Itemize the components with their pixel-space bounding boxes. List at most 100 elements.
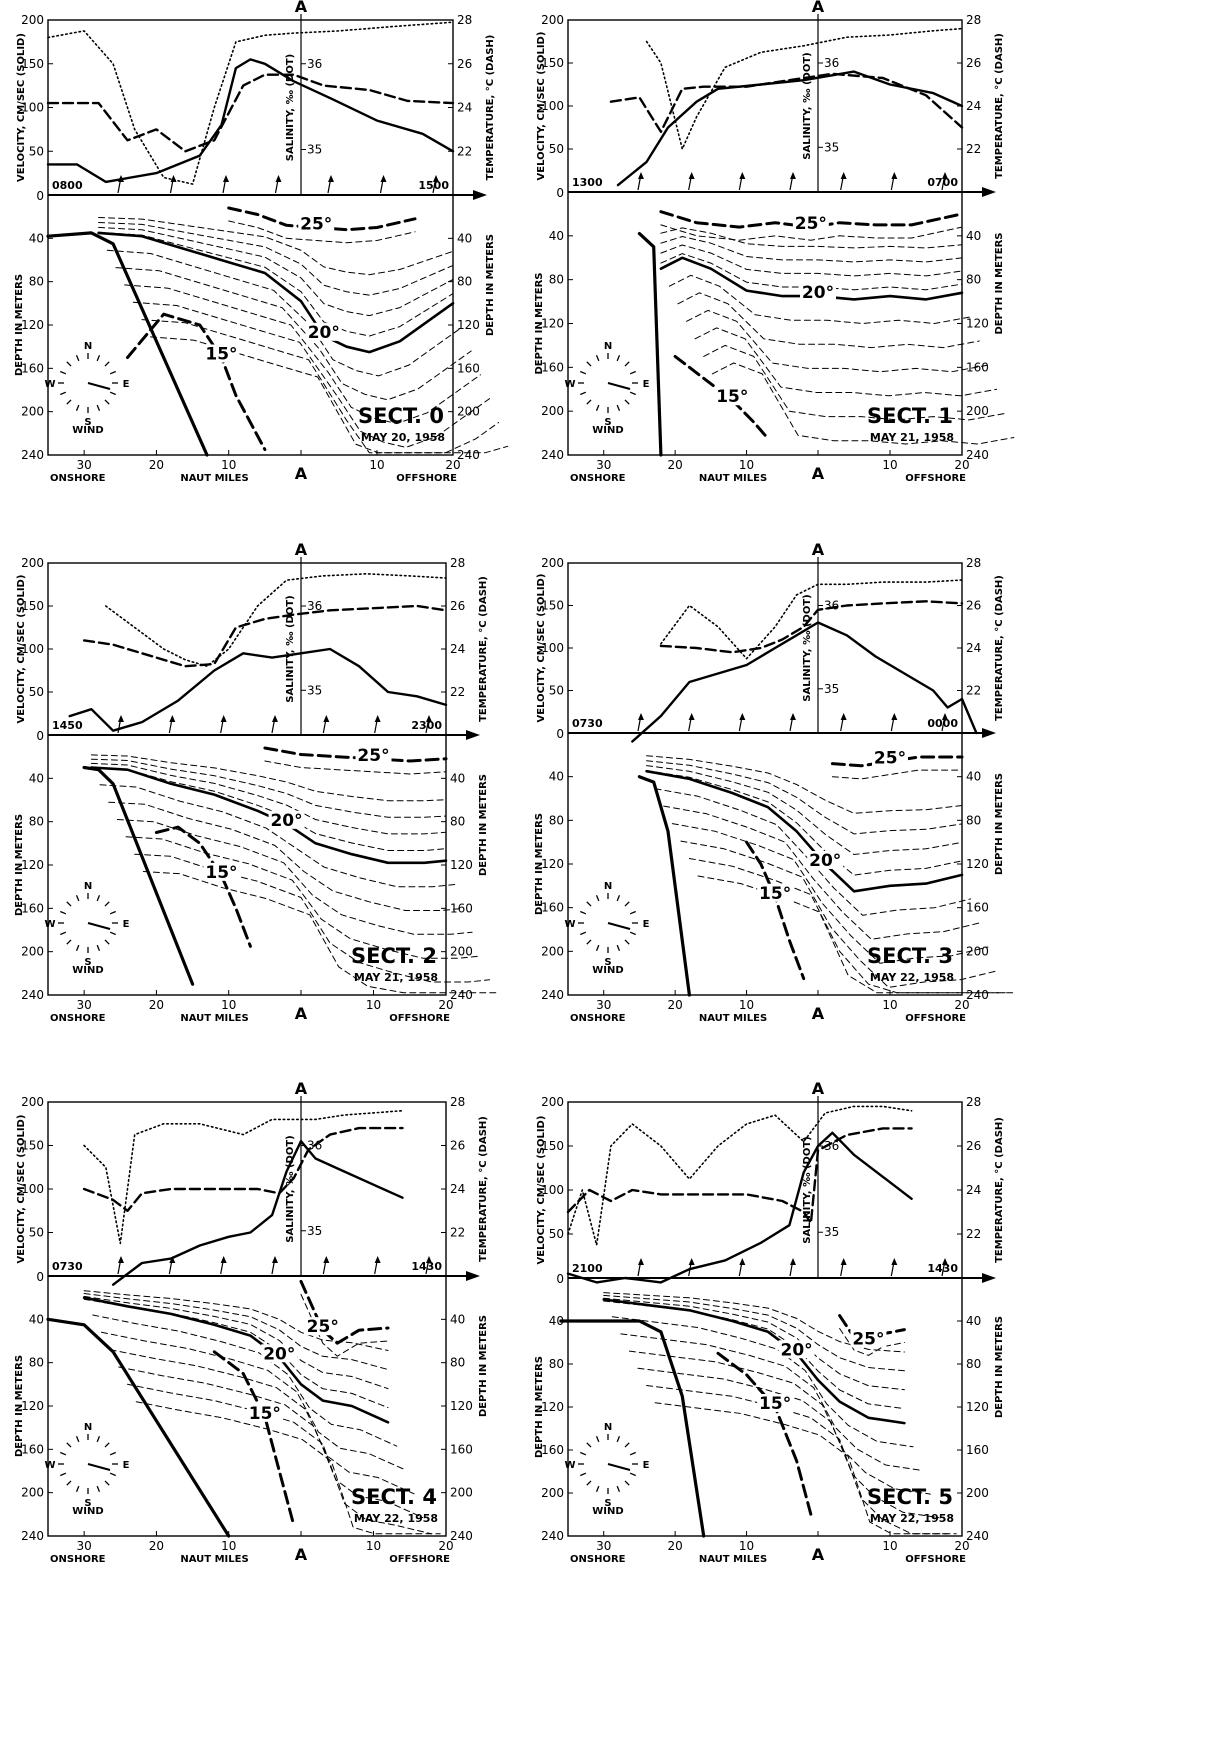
temperature-tick-label: 24 [966,1183,981,1197]
distance-tick-label: 10 [882,458,897,472]
distance-tick-label: 20 [445,458,460,472]
compass-tick [595,944,600,951]
wind-arrow-head [739,172,746,179]
compass-tick [629,1451,636,1456]
isotherm-thin-upper [660,244,963,277]
temperature-tick-label: 26 [966,599,981,613]
isotherm-15-deg [212,1350,296,1527]
compass-tick [580,1472,587,1477]
compass-tick [109,370,116,375]
compass-tick [624,399,630,405]
wind-vector [87,382,111,390]
depth-tick-label-right: 160 [457,361,480,375]
velocity-tick-label: 50 [549,1227,564,1241]
wind-arrow-head [891,713,898,720]
compass-tick [60,1472,67,1477]
distance-tick-label: 20 [149,1539,164,1553]
salinity-axis-title: SALINITY, ‰ (DOT) [285,54,296,161]
sea-bottom-profile [637,775,692,997]
wind-arrow-head [374,1256,381,1263]
velocity-tick-label: 200 [21,556,44,570]
depth-tick-label-right: 80 [966,273,981,287]
compass-tick [629,370,636,375]
section-title: SECT. 0 [358,404,444,428]
isotherm-thin-lower [611,1316,914,1448]
temperature-tick-label: 24 [457,101,472,115]
wind-arrow-head [942,713,948,720]
velocity-tick-label: 50 [549,142,564,156]
compass-tick [595,355,600,362]
wind-arrow-head [118,715,124,722]
compass-letter: E [643,379,650,390]
isotherm-label-bg [203,344,240,363]
wind-arrow-head [220,1256,227,1263]
compass-tick [104,901,110,907]
wind-arrow-head [942,172,948,179]
isotherm-thin-surface [300,1293,389,1357]
depth-tick-label-right: 80 [966,1357,981,1371]
isotherm-thin-upper [90,762,447,835]
depth-tick-label-left: 80 [29,815,44,829]
compass-letter: E [643,1460,650,1471]
distance-tick-label: 20 [954,998,969,1012]
panel-frame [47,562,447,996]
compass-tick [629,910,636,915]
compass-letter: E [123,919,130,930]
depth-tick-label-left: 240 [21,448,44,462]
compass-tick [75,1436,80,1443]
isotherm-thin-lower [142,871,499,994]
isotherm-thin-surface [839,1328,905,1356]
depth-tick-label-right: 120 [450,1399,473,1413]
compass-tick [104,1442,110,1448]
distance-tick-label: 20 [438,1539,453,1553]
salinity-tick-label: 35 [824,140,839,154]
start-time-label: 0800 [52,179,83,192]
isotherm-thin-upper [603,1294,905,1372]
depth-tick-label-left: 40 [29,231,44,245]
series-salinity [660,579,963,660]
wind-arrow-head [272,715,278,722]
depth-tick-label-left: 40 [29,771,44,785]
distance-tick-label: 20 [438,998,453,1012]
depth-axis-title-right: DEPTH IN METERS [994,1316,1005,1418]
velocity-tick-label: 50 [29,144,44,158]
isotherm-thin-lower [118,1366,424,1519]
compass-letter: S [604,957,611,968]
compass-letter: W [564,379,575,390]
isotherm-label: 20° [263,1344,295,1364]
distance-tick-label: 30 [596,998,611,1012]
compass-tick [586,1442,592,1448]
compass-tick [595,1436,600,1443]
isotherm-label-bg [304,1317,341,1336]
x-axis-label: NAUT MILES [180,473,248,484]
isotherm-label: 15° [759,884,791,904]
start-time-label: 2100 [572,1262,603,1275]
isotherm-thin-upper [646,770,963,876]
start-time-label: 1450 [52,719,83,732]
isotherm-label-bg [792,214,829,233]
distance-tick-label: 10 [739,1539,754,1553]
depth-tick-label-left: 200 [21,945,44,959]
section-date: MAY 22, 1958 [870,1512,954,1525]
isotherm-thin-lower [135,1401,441,1535]
isotherm-label: 20° [802,283,834,303]
wind-arrow-head [275,175,282,182]
depth-tick-label-left: 200 [541,404,564,418]
wind-label: WIND [592,425,623,436]
compass-tick [629,391,636,396]
isotherm-20-deg [602,1298,906,1425]
isotherm-label-bg [872,748,908,767]
onshore-label: ONSHORE [50,1554,106,1565]
temperature-tick-label: 26 [457,57,472,71]
depth-axis-title-left: DEPTH IN METERS [534,272,545,374]
isotherm-thin-lower [686,309,989,373]
wind-arrow-head [433,175,439,182]
temperature-axis-title: TEMPERATURE, °C (DASH) [478,576,489,722]
onshore-label: ONSHORE [50,473,106,484]
depth-tick-label-right: 240 [457,448,480,462]
compass-letter: N [84,881,92,892]
isotherm-label-bg [757,883,794,902]
depth-axis-title-left: DEPTH IN METERS [14,814,25,916]
